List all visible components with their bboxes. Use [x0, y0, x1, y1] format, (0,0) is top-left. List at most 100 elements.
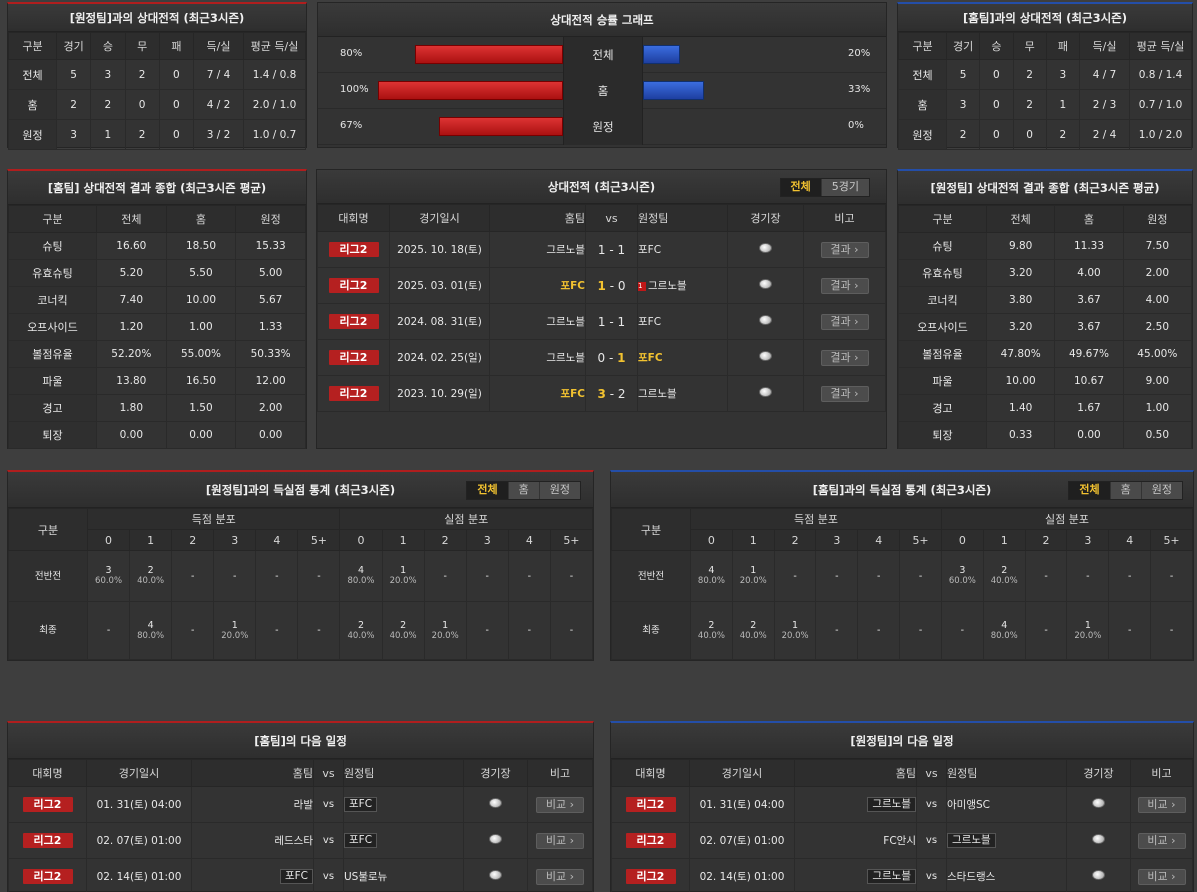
- tab-home[interactable]: 홈: [507, 482, 539, 499]
- schedule-row[interactable]: 리그2 01. 31(토) 04:00 그르노블 vs 아미앵SC 비교 ›: [611, 786, 1193, 823]
- result-button[interactable]: 결과 ›: [820, 277, 869, 294]
- stadium-icon[interactable]: [759, 351, 772, 361]
- col-header: 평균 득/실: [243, 32, 306, 60]
- tab-away[interactable]: 원정: [538, 482, 580, 499]
- stat-cell: 1.0 / 0.7: [243, 119, 306, 150]
- table-row: 파울 13.80 16.50 12.00: [8, 367, 306, 395]
- concede-cell: 2 40.0%: [339, 601, 383, 660]
- col-header: 구분: [898, 32, 947, 60]
- league-cell: 리그2: [317, 303, 390, 340]
- count: -: [317, 570, 321, 582]
- away-team: 그르노블: [947, 833, 996, 848]
- match-row[interactable]: 리그2 2025. 10. 18(토) 그르노블 1 - 1 포FC 결과 ›: [317, 231, 886, 268]
- result-button[interactable]: 결과 ›: [820, 313, 869, 330]
- home-team-cell: 그르노블: [794, 858, 917, 892]
- row-label: 최종: [8, 601, 88, 660]
- tab-5games[interactable]: 5경기: [820, 179, 869, 196]
- date-cell: 2024. 02. 25(일): [389, 339, 490, 376]
- stadium-icon[interactable]: [489, 870, 502, 880]
- match-row[interactable]: 리그2 2023. 10. 29(일) 포FC 3 - 2 그르노블 결과 ›: [317, 375, 886, 412]
- stadium-icon[interactable]: [1092, 870, 1105, 880]
- stadium-icon[interactable]: [759, 387, 772, 397]
- home-score: 1: [597, 314, 606, 329]
- count: -: [877, 570, 881, 582]
- league-badge: 리그2: [328, 278, 379, 293]
- compare-button[interactable]: 비교 ›: [536, 832, 584, 849]
- stadium-icon[interactable]: [489, 834, 502, 844]
- percent: 60.0%: [948, 576, 976, 586]
- concede-cell: -: [1108, 601, 1152, 660]
- tab-away[interactable]: 원정: [1140, 482, 1182, 499]
- table-row: 최종 2 40.0% 2 40.0% 1 20.0% - - - -4 80.0% -1 20.0% - -: [611, 601, 1193, 660]
- match-row[interactable]: 리그2 2024. 02. 25(일) 그르노블 0 - 1 포FC 결과 ›: [317, 339, 886, 376]
- match-row[interactable]: 리그2 2024. 08. 31(토) 그르노블 1 - 1 포FC 결과 ›: [317, 303, 886, 340]
- league-cell: 리그2: [317, 375, 390, 412]
- result-button[interactable]: 결과 ›: [820, 385, 869, 402]
- row-label: 경고: [8, 394, 97, 422]
- away-team-cell: 포FC: [637, 303, 728, 340]
- schedule-row[interactable]: 리그2 02. 07(토) 01:00 레드스타 vs 포FC 비교 ›: [8, 822, 593, 859]
- row-label: 홈: [898, 89, 947, 120]
- note-cell: 결과 ›: [803, 267, 886, 304]
- concede-cell: -: [1108, 550, 1152, 602]
- stat-cell: 3 / 2: [193, 119, 244, 150]
- compare-button[interactable]: 비교 ›: [1137, 832, 1186, 849]
- league-badge: 리그2: [328, 386, 379, 401]
- winrate-label: 전체: [563, 37, 643, 73]
- schedule-row[interactable]: 리그2 02. 07(토) 01:00 FC안시 vs 그르노블 비교 ›: [611, 822, 1193, 859]
- percent: 20.0%: [389, 576, 417, 586]
- col-header: 대회명: [8, 759, 87, 787]
- away-team: 포FC: [638, 244, 662, 256]
- result-button[interactable]: 결과 ›: [820, 349, 869, 366]
- tab-all[interactable]: 전체: [780, 179, 821, 196]
- home-win-bar: [415, 45, 563, 64]
- bin-header: 4: [857, 529, 901, 551]
- stadium-icon[interactable]: [759, 315, 772, 325]
- compare-button[interactable]: 비교 ›: [536, 868, 584, 885]
- stadium-icon[interactable]: [1092, 798, 1105, 808]
- row-label: 슈팅: [8, 232, 97, 260]
- stadium-icon[interactable]: [489, 798, 502, 808]
- row-label: 전반전: [611, 550, 691, 602]
- schedule-row[interactable]: 리그2 02. 14(토) 01:00 포FC vs US불로뉴 비교 ›: [8, 858, 593, 892]
- stat-cell: 0: [158, 59, 195, 90]
- date-cell: 02. 07(토) 01:00: [689, 822, 795, 859]
- compare-button[interactable]: 비교 ›: [1137, 796, 1186, 813]
- tab-all[interactable]: 전체: [1069, 482, 1110, 499]
- stadium-icon[interactable]: [759, 243, 772, 253]
- stat-cell: 5.50: [165, 259, 237, 287]
- stat-cell: 3.80: [985, 286, 1056, 314]
- tab-all[interactable]: 전체: [467, 482, 508, 499]
- stat-cell: 2.0 / 1.0: [243, 89, 306, 120]
- stat-cell: 16.50: [165, 367, 237, 395]
- count: -: [190, 570, 195, 582]
- red-card-icon: 1: [638, 282, 646, 291]
- score-cell: -: [86, 601, 131, 660]
- vs-cell: vs: [916, 786, 947, 823]
- row-label: 전체: [8, 59, 57, 90]
- score-cell: -: [857, 550, 901, 602]
- col-header: 원정팀: [637, 204, 728, 232]
- league-badge: 리그2: [22, 869, 73, 884]
- left-percent: 100%: [340, 84, 369, 95]
- percent: 80.0%: [990, 630, 1018, 641]
- schedule-row[interactable]: 리그2 01. 31(토) 04:00 라발 vs 포FC 비교 ›: [8, 786, 593, 823]
- schedule-row[interactable]: 리그2 02. 14(토) 01:00 그르노블 vs 스타드랭스 비교 ›: [611, 858, 1193, 892]
- compare-button[interactable]: 비교 ›: [536, 796, 584, 813]
- stat-cell: 16.60: [96, 232, 167, 260]
- match-row[interactable]: 리그2 2025. 03. 01(토) 포FC 1 - 0 1 그르노블 결과 ›: [317, 267, 886, 304]
- stadium-icon[interactable]: [759, 279, 772, 289]
- note-cell: 비교 ›: [1130, 858, 1193, 892]
- percent: 20.0%: [221, 630, 249, 641]
- result-button[interactable]: 결과 ›: [820, 241, 869, 258]
- tab-home[interactable]: 홈: [1109, 482, 1141, 499]
- stat-cell: 5: [55, 59, 92, 90]
- goals-away-table: 구분 득점 분포 실점 분포 0 1 2 3 4 5+ 0 1 2 3 4 5+ 전반전 3 60.0% 2 40.0…: [8, 508, 594, 660]
- bin-header: 2: [773, 529, 817, 551]
- bin-header: 5+: [899, 529, 942, 551]
- compare-button[interactable]: 비교 ›: [1137, 868, 1186, 885]
- bin-header: 0: [690, 529, 733, 551]
- stadium-icon[interactable]: [1092, 834, 1105, 844]
